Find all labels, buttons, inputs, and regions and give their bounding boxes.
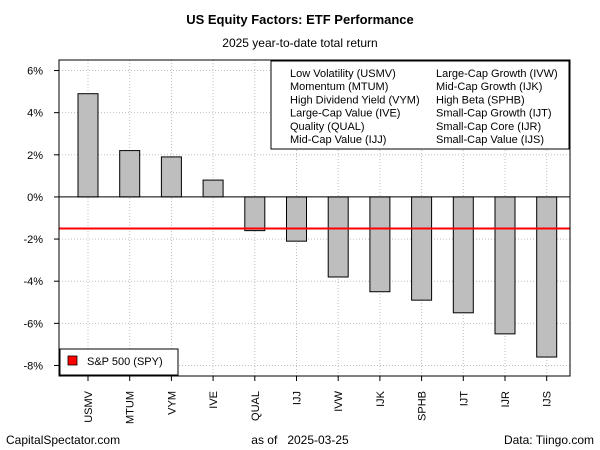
x-tick-label: IJR bbox=[500, 391, 512, 408]
factor-legend-entry: Momentum (MTUM) bbox=[290, 81, 388, 93]
bar-ijs bbox=[536, 196, 558, 358]
bar-vym bbox=[160, 156, 182, 198]
factor-legend-entry: Large-Cap Value (IVE) bbox=[290, 108, 400, 120]
bar-ive bbox=[202, 179, 224, 198]
bar-ijk bbox=[369, 196, 391, 293]
factor-legend: Low Volatility (USMV)Momentum (MTUM)High… bbox=[270, 60, 570, 150]
x-tick-label: MTUM bbox=[125, 391, 137, 424]
benchmark-legend: S&P 500 (SPY) bbox=[59, 348, 179, 376]
y-tick-label: -4% bbox=[23, 276, 43, 288]
bar-ijt bbox=[452, 196, 474, 314]
factor-legend-left-column: Low Volatility (USMV)Momentum (MTUM)High… bbox=[290, 68, 420, 146]
y-tick-label: 2% bbox=[27, 150, 43, 162]
factor-legend-entry: Quality (QUAL) bbox=[290, 121, 365, 133]
x-tick-label: IJT bbox=[458, 391, 470, 407]
factor-legend-entry: Small-Cap Growth (IJT) bbox=[436, 108, 552, 120]
factor-legend-box bbox=[270, 60, 570, 150]
factor-legend-entry: High Dividend Yield (VYM) bbox=[290, 94, 420, 106]
y-tick-label: -6% bbox=[23, 318, 43, 330]
bar-qual bbox=[244, 196, 266, 232]
x-tick-label: USMV bbox=[83, 390, 95, 422]
bar-usmv bbox=[77, 93, 99, 198]
chart-title: US Equity Factors: ETF Performance bbox=[186, 12, 414, 27]
x-tick-label: IVW bbox=[333, 390, 345, 411]
factor-legend-entry: Large-Cap Growth (IVW) bbox=[436, 68, 558, 80]
y-tick-label: -2% bbox=[23, 234, 43, 246]
x-tick-label: SPHB bbox=[417, 391, 429, 421]
footer-source-site: CapitalSpectator.com bbox=[6, 433, 120, 447]
plot-frame bbox=[58, 59, 571, 377]
benchmark-legend-swatch bbox=[67, 355, 78, 366]
x-tick-label: QUAL bbox=[250, 391, 262, 421]
benchmark-legend-label: S&P 500 (SPY) bbox=[87, 356, 163, 368]
bar-sphb bbox=[411, 196, 433, 301]
bars bbox=[77, 93, 558, 358]
y-tick-label: 6% bbox=[27, 66, 43, 78]
y-tick-label: 0% bbox=[27, 192, 43, 204]
bar-ijj bbox=[286, 196, 307, 242]
footer-data-source: Data: Tiingo.com bbox=[504, 433, 594, 447]
x-tick-label: VYM bbox=[166, 391, 178, 415]
factor-legend-entry: Mid-Cap Growth (IJK) bbox=[436, 81, 542, 93]
benchmark-legend-box bbox=[59, 348, 179, 376]
x-tick-label: IJS bbox=[542, 391, 554, 407]
x-axis: USMV MTUM VYM IVE QUAL IJJ IVW IJK SPHB IJT IJR IJS bbox=[83, 376, 554, 424]
bar-ivw bbox=[327, 196, 349, 278]
footer-date: as of 2025-03-25 bbox=[251, 433, 349, 447]
factor-legend-entry: Small-Cap Value (IJS) bbox=[436, 134, 544, 146]
factor-legend-entry: Small-Cap Core (IJR) bbox=[436, 121, 541, 133]
bar-ijr bbox=[494, 196, 516, 335]
y-axis: 6% 4% 2% 0% -2% -4% -6% -8% bbox=[23, 66, 59, 372]
x-tick-label: IJK bbox=[375, 390, 387, 407]
factor-legend-entry: High Beta (SPHB) bbox=[436, 94, 525, 106]
y-tick-label: 4% bbox=[27, 108, 43, 120]
chart-subtitle: 2025 year-to-date total return bbox=[222, 36, 377, 50]
factor-legend-entry: Low Volatility (USMV) bbox=[290, 68, 396, 80]
factor-legend-right-column: Large-Cap Growth (IVW)Mid-Cap Growth (IJ… bbox=[436, 68, 558, 146]
factor-legend-entry: Mid-Cap Value (IJJ) bbox=[290, 134, 386, 146]
x-tick-label: IJJ bbox=[292, 391, 304, 405]
y-tick-label: -8% bbox=[23, 360, 43, 372]
x-tick-label: IVE bbox=[208, 391, 220, 409]
bar-mtum bbox=[119, 150, 141, 198]
